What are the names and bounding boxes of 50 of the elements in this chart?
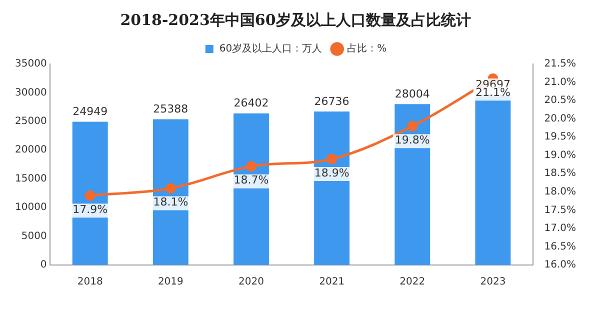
bar [314, 111, 350, 265]
data-label: 19.8% [394, 133, 430, 146]
bar [152, 119, 188, 265]
y2-tick-label: 18.0% [544, 186, 576, 198]
data-label: 17.9% [72, 202, 108, 216]
bar [394, 104, 430, 265]
point [326, 154, 338, 164]
y2-tick-label: 21.0% [544, 76, 576, 88]
y2-tick-label: 18.5% [544, 168, 576, 180]
x-tick-label: 2023 [480, 276, 506, 288]
x-tick-label: 2022 [400, 276, 426, 288]
y2-tick-label: 16.0% [544, 260, 576, 271]
data-label: 18.1% [153, 196, 188, 209]
point [165, 183, 176, 194]
chart-title: 2018-2023年中国60岁及以上人口数量及占比统计 [120, 10, 471, 29]
y2-tick-label: 17.5% [544, 204, 576, 216]
legend-label: 占比：% [347, 42, 387, 55]
data-label: 26402 [234, 96, 269, 110]
y-tick-label: 20000 [15, 144, 47, 156]
y2-tick-label: 19.5% [544, 132, 576, 143]
data-label: 18.7% [234, 174, 269, 187]
x-tick-label: 2020 [238, 276, 264, 288]
point [407, 120, 418, 132]
y-tick-label: 25000 [15, 116, 47, 128]
y2-tick-label: 19.0% [544, 150, 576, 161]
y-tick-label: 0 [40, 260, 47, 271]
legend-label: 60岁及以上人口：万人 [219, 42, 322, 55]
y-tick-label: 5000 [21, 230, 47, 242]
y-tick-label: 35000 [15, 58, 47, 70]
data-label: 28004 [394, 88, 430, 101]
data-label: 26736 [314, 94, 350, 108]
x-tick-label: 2021 [319, 276, 345, 288]
y-tick-label: 30000 [15, 87, 47, 98]
y2-tick-label: 21.5% [544, 58, 576, 70]
y2-tick-label: 17.0% [544, 223, 576, 234]
data-label: 18.9% [314, 166, 350, 180]
data-label: 21.1% [475, 86, 510, 99]
bar [72, 122, 108, 265]
y2-tick-label: 20.0% [544, 113, 576, 124]
x-tick-label: 2019 [158, 276, 184, 288]
data-label: 25388 [153, 102, 188, 116]
data-label: 24949 [72, 105, 108, 118]
y-tick-label: 15000 [15, 173, 47, 184]
y2-tick-label: 16.5% [544, 241, 576, 252]
x-tick-label: 2018 [77, 276, 103, 288]
bar [234, 113, 269, 265]
point [246, 161, 256, 172]
point [84, 190, 96, 201]
y2-tick-label: 20.5% [544, 95, 576, 106]
y-tick-label: 10000 [15, 202, 47, 214]
